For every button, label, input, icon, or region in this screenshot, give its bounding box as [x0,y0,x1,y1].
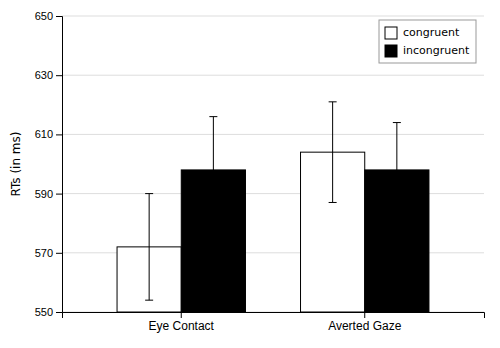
x-tick: Eye Contact [149,312,215,333]
tick-label: 610 [35,128,53,140]
y-tick: 650 [35,10,62,22]
error-cap [393,217,401,218]
legend-item: congruent [385,26,460,39]
plot: 550 570 590 610 630 650 Eye Contact Averted Gaz… [35,10,485,333]
error-cap [145,300,153,301]
legend-item: incongruent [385,44,470,57]
grid-line [62,16,484,17]
error-stem [332,102,333,203]
error-stem [213,117,214,218]
grid-line [62,75,484,76]
tick-mark [181,312,182,318]
x-axis: Eye Contact Averted Gaze [63,312,485,333]
bars [117,102,429,312]
error-cap [209,217,217,218]
tick-mark [364,312,365,318]
y-tick: 590 [35,188,62,200]
legend-swatch [385,27,397,39]
y-tick: 550 [35,306,62,318]
error-cap [329,202,337,203]
tick-mark [56,253,62,254]
grid [62,16,484,312]
tick-mark [56,16,62,17]
tick-mark [56,134,62,135]
error-stem [396,123,397,218]
tick-label: 570 [35,247,53,259]
y-tick: 610 [35,128,62,140]
legend-swatch [385,45,397,57]
error-bar [329,102,337,203]
error-bar [393,123,401,218]
error-cap [145,193,153,194]
error-cap [209,116,217,117]
axis-line [56,17,63,313]
error-bar [145,194,153,301]
tick-mark [56,312,62,313]
y-tick: 570 [35,247,62,259]
legend-label: incongruent [403,44,470,57]
tick-label: 630 [35,69,53,81]
tick-label: 650 [35,10,53,22]
y-tick: 630 [35,69,62,81]
grid-line [62,134,484,135]
legend-label: congruent [403,26,460,39]
legend-frame [379,20,476,63]
error-cap [393,122,401,123]
error-stem [149,194,150,301]
axis-line [63,313,485,319]
tick-mark [56,75,62,76]
tick-label: 550 [35,306,53,318]
y-axis-title: RTs (in ms) [9,132,23,197]
tick-label: Eye Contact [149,319,215,333]
error-cap [329,101,337,102]
chart: 550 570 590 610 630 650 Eye Contact Averted Gaz… [0,0,500,348]
tick-mark [56,194,62,195]
x-tick: Averted Gaze [328,312,401,333]
error-bar [209,117,217,218]
y-axis: 550 570 590 610 630 650 [35,10,63,318]
tick-label: 590 [35,188,53,200]
tick-label: Averted Gaze [328,319,401,333]
legend: congruent incongruent [379,20,476,63]
